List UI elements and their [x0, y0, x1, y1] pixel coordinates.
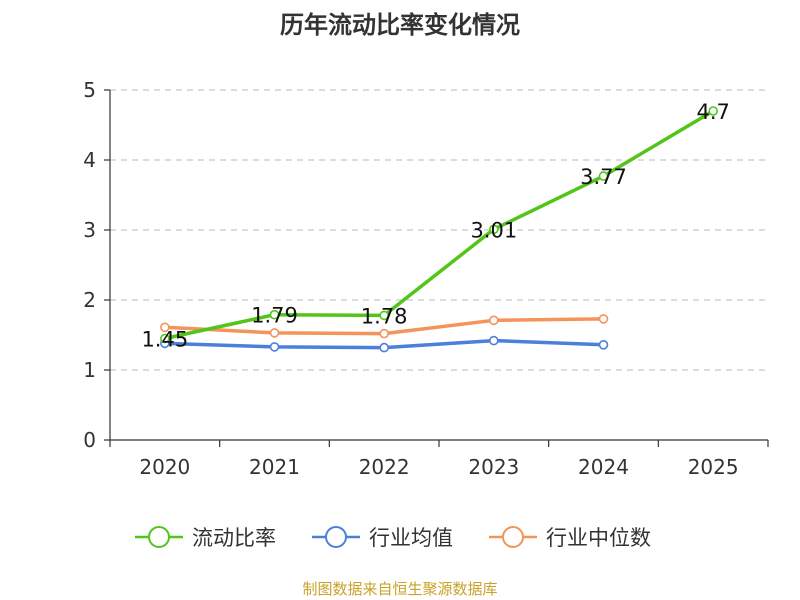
data-point: [379, 310, 389, 321]
data-point: [269, 328, 280, 338]
y-tick-label: 4: [83, 148, 96, 172]
legend-marker: [148, 526, 170, 548]
y-tick-label: 5: [83, 78, 96, 102]
data-label: 1.79: [251, 304, 298, 328]
legend-label: 行业均值: [369, 526, 453, 550]
legend-label: 流动比率: [192, 526, 276, 550]
legend-marker: [325, 526, 347, 548]
y-tick-label: 0: [83, 428, 96, 452]
data-point: [269, 309, 280, 320]
data-point: [598, 339, 609, 350]
data-point: [489, 335, 499, 346]
data-point: [708, 106, 718, 116]
data-label: 3.01: [470, 218, 517, 242]
data-label: 1.45: [141, 328, 188, 352]
source-note: 制图数据来自恒生聚源数据库: [302, 580, 497, 598]
x-tick-label: 2021: [249, 455, 300, 479]
chart-title: 历年流动比率变化情况: [280, 11, 520, 39]
data-label: 1.78: [361, 304, 408, 328]
y-tick-label: 2: [83, 288, 96, 312]
series-line: [164, 109, 715, 341]
data-point: [489, 315, 499, 326]
data-point: [379, 342, 389, 353]
x-tick-label: 2024: [578, 455, 629, 479]
legend-label: 行业中位数: [546, 526, 651, 550]
data-point: [269, 342, 280, 352]
data-label: 3.77: [580, 165, 627, 189]
x-tick-label: 2020: [139, 455, 190, 479]
x-tick-label: 2022: [359, 455, 410, 479]
data-point: [598, 171, 609, 181]
data-point: [160, 322, 170, 333]
legend: 流动比率 行业均值 行业中位数: [135, 526, 651, 550]
y-tick-label: 3: [83, 218, 96, 242]
data-point: [379, 328, 389, 339]
series-group: 1.45 1.79 1.78 3.01 3.77 4.7: [141, 100, 730, 353]
y-tick-label: 1: [83, 358, 96, 382]
axes: 0 1 2 3 4 5 2020 2021 2022 2023 2024 2025: [83, 78, 769, 479]
data-point: [598, 314, 609, 324]
data-point: [160, 333, 170, 344]
data-label: 4.7: [696, 100, 729, 124]
x-tick-label: 2023: [468, 455, 519, 479]
legend-marker: [502, 526, 524, 548]
data-point: [489, 224, 499, 235]
x-tick-label: 2025: [688, 455, 739, 479]
